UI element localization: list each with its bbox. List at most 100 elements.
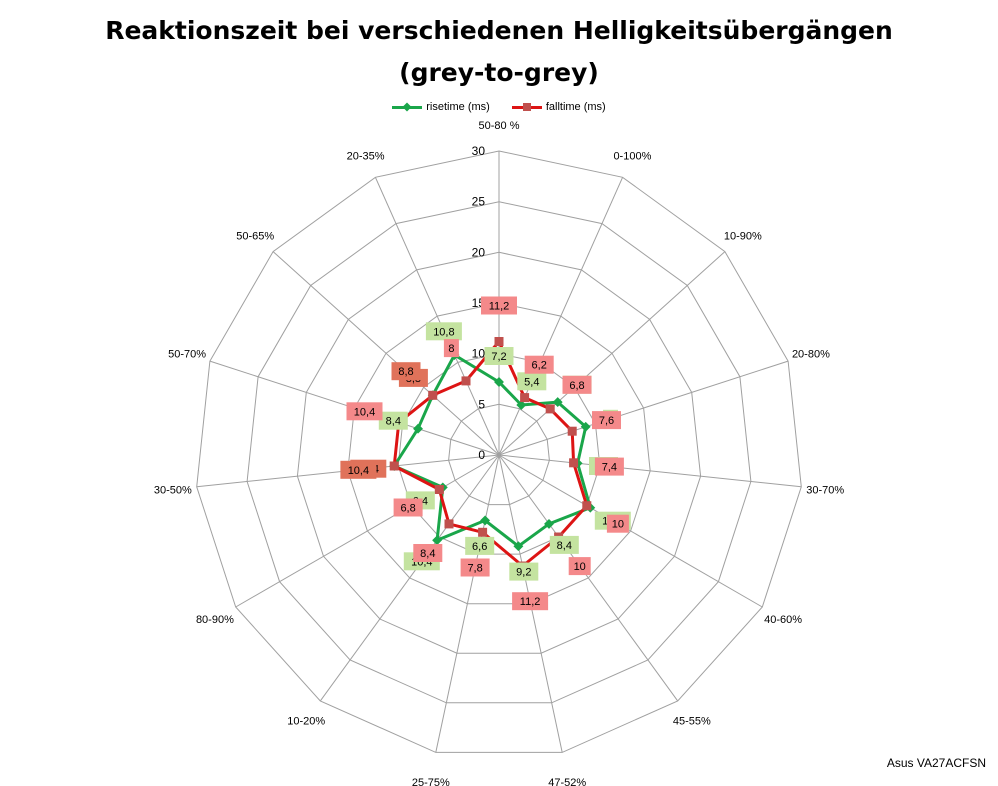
falltime-point [478,527,488,537]
spoke-8 [435,454,500,753]
category-label: 10-90% [724,231,762,243]
legend-risetime-label: risetime (ms) [426,101,490,113]
risetime-point [513,541,524,552]
falltime-data-label: 8 [448,343,454,355]
falltime-label-bg [606,514,629,533]
falltime-point [444,519,454,529]
category-label: 0-100% [613,150,651,162]
falltime-label-bg [413,544,443,562]
chart-title-line-2: (grey-to-grey) [399,58,599,87]
risetime-data-label: 5,4 [524,376,539,388]
grid-ring-10 [397,353,601,555]
category-label: 20-35% [347,150,385,162]
falltime-data-label: 10,4 [348,465,369,477]
falltime-label-bg [346,402,383,421]
falltime-label-bg [592,411,621,430]
legend-falltime-label: falltime (ms) [545,101,606,113]
risetime-label-bg [517,372,547,391]
risetime-data-label: 8,4 [386,416,401,428]
falltime-point [582,501,592,511]
falltime-point [461,376,471,386]
falltime-data-label: 11,2 [520,596,541,608]
risetime-label-bg [425,322,462,341]
series-line-0 [392,353,592,548]
axis-tick-label: 25 [472,195,486,209]
risetime-label-bg [549,535,579,554]
spoke-10 [235,454,500,608]
falltime-label-bg [391,362,421,381]
spoke-14 [374,177,500,456]
falltime-label-bg [594,457,624,476]
risetime-label-bg [378,411,408,430]
risetime-data-label: 8,4 [557,540,572,552]
category-label: 30-50% [154,484,192,496]
category-label: 50-70% [168,349,206,361]
falltime-data-label: 8,8 [398,366,413,378]
spoke-5 [498,454,763,608]
falltime-point [434,485,444,494]
falltime-point [389,461,399,471]
risetime-point [413,423,423,434]
falltime-point [520,393,530,403]
category-label: 80-90% [196,614,234,626]
falltime-data-label: 7,4 [602,462,617,474]
spoke-13 [272,251,500,456]
falltime-data-label: 7,6 [599,415,614,427]
legend-item-falltime: falltime (ms) [511,101,606,113]
grid-ring-20 [296,251,702,654]
falltime-data-label: 8,4 [420,548,435,560]
falltime-data-label: 6,8 [400,503,415,515]
spoke-2 [498,251,726,456]
grid-ring-25 [246,201,752,704]
falltime-data-label: 6,2 [532,360,547,372]
spoke-3 [498,360,789,456]
falltime-data-label: 10 [574,561,586,573]
risetime-point [516,400,527,410]
falltime-data-label: 10,4 [354,406,375,418]
falltime-label-bg [568,557,591,576]
falltime-label-bg [443,339,459,358]
legend-falltime-swatch [511,102,542,112]
falltime-point [428,390,438,400]
category-label: 10-20% [287,715,325,727]
spoke-4 [498,454,802,488]
falltime-label-bg [393,498,423,517]
category-label: 50-65% [236,231,274,243]
falltime-point [545,404,555,414]
chart-title: Reaktionszeit bei verschiedenen Helligke… [0,10,998,94]
risetime-label-bg [484,347,514,365]
falltime-data-label: 11,2 [489,301,510,313]
falltime-point [567,426,577,436]
falltime-label-bg [460,558,490,577]
falltime-label-bg [512,592,549,611]
category-label: 40-60% [764,614,802,626]
falltime-label-bg [340,460,377,479]
category-label: 47-52% [548,777,586,786]
spoke-9 [319,454,500,702]
monitor-model-label: Asus VA27ACFSN [886,756,986,770]
falltime-point [494,337,504,346]
category-label: 20-80% [792,349,830,361]
axis-tick-label: 10 [472,347,486,361]
risetime-data-label: 9,2 [516,567,531,579]
falltime-data-label: 6,8 [569,380,584,392]
risetime-data-label: 7,2 [491,351,506,363]
grid-ring-15 [347,302,651,605]
risetime-point [494,377,504,387]
legend-risetime-swatch [392,102,423,112]
falltime-label-bg [524,355,554,374]
risetime-label-bg [509,562,539,581]
risetime-data-label: 10,8 [433,326,454,338]
spoke-1 [498,177,624,456]
falltime-data-label: 10 [612,519,624,531]
axis-tick-label: 30 [472,144,486,158]
axis-tick-label: 0 [478,448,485,462]
falltime-point [569,458,579,468]
category-label: 45-55% [673,715,711,727]
category-label: 30-70% [806,484,844,496]
risetime-point [544,518,554,529]
spoke-6 [498,454,679,702]
chart-title-line-1: Reaktionszeit bei verschiedenen Helligke… [105,16,893,45]
legend-item-risetime: risetime (ms) [392,101,490,113]
